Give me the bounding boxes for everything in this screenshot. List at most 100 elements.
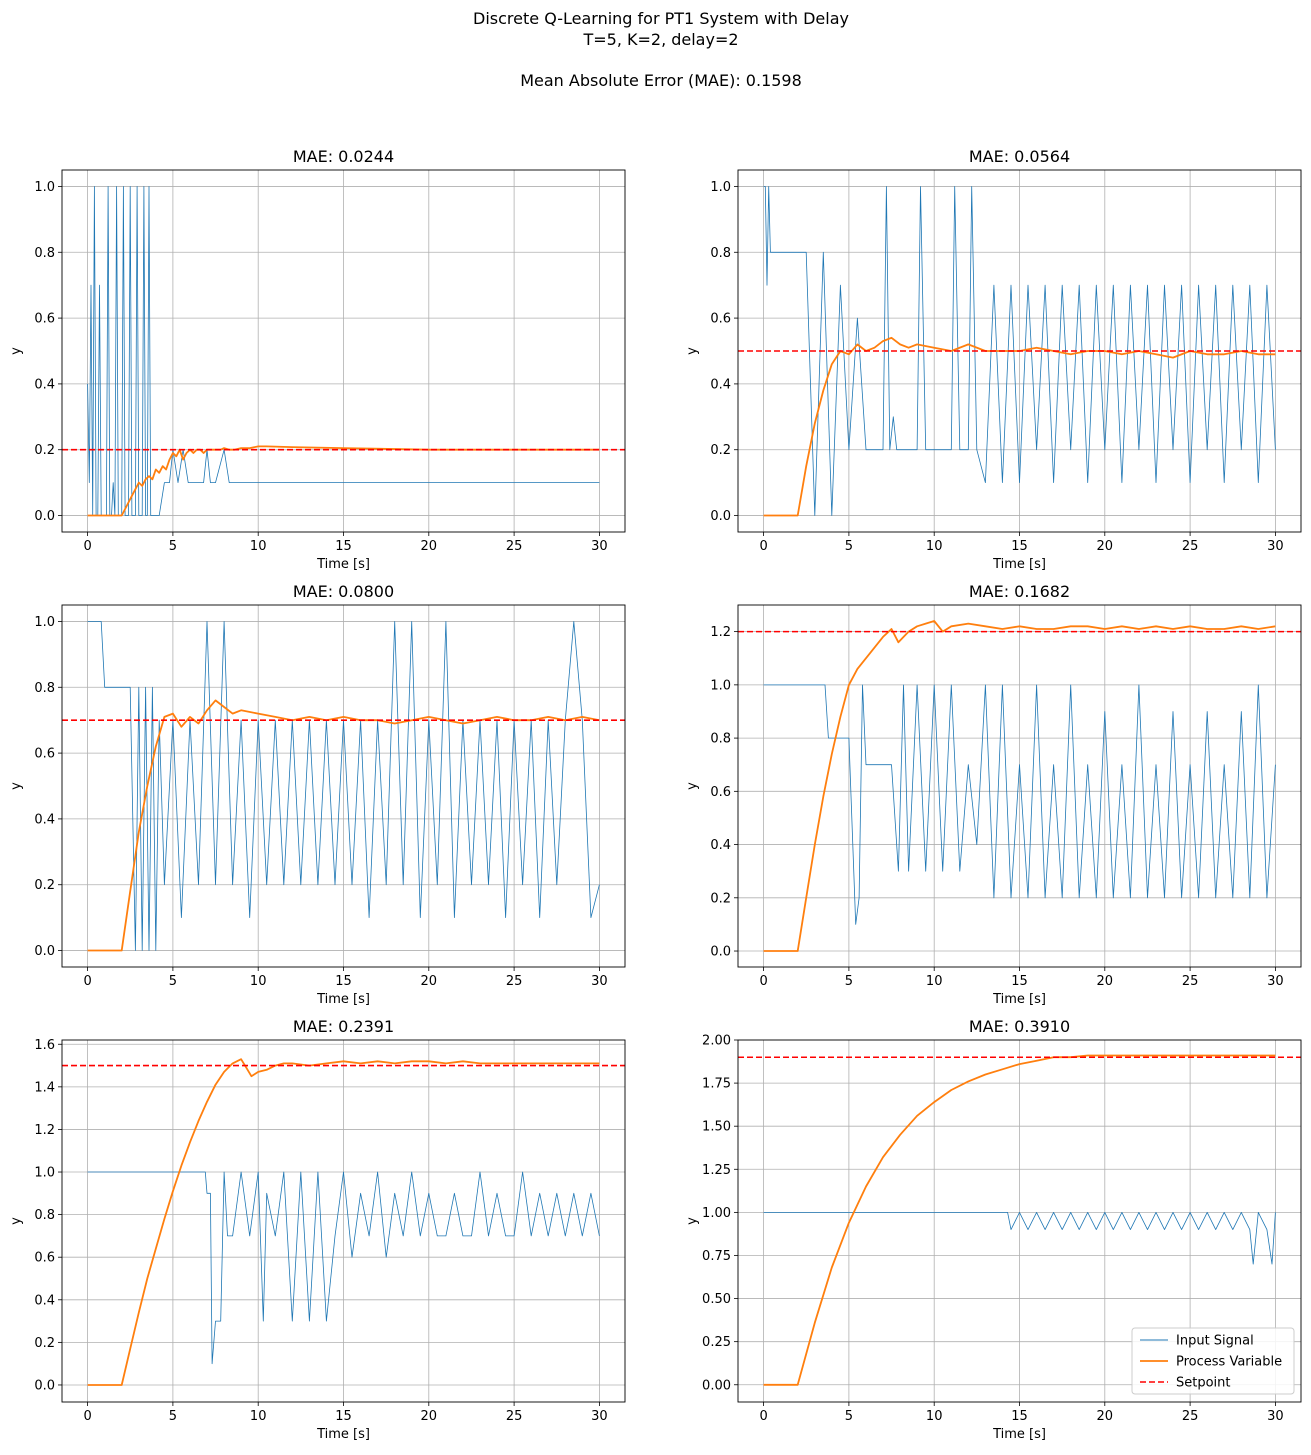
process-variable-line	[87, 1058, 600, 1386]
y-tick-label: 0.0	[34, 1378, 55, 1393]
y-tick-label: 0.2	[34, 1336, 55, 1351]
x-tick-label: 15	[1011, 974, 1028, 989]
input-signal-line	[763, 1212, 1276, 1265]
x-tick-label: 30	[1267, 539, 1284, 554]
axes-frame	[61, 169, 626, 533]
x-tick-label: 20	[1097, 1409, 1114, 1424]
y-tick-label: 1.2	[34, 1123, 55, 1138]
x-axis-label: Time [s]	[992, 1427, 1046, 1442]
y-tick-label: 0.8	[710, 732, 731, 747]
x-tick-label: 30	[1267, 974, 1284, 989]
y-tick-label: 0.2	[34, 443, 55, 458]
y-tick-label: 1.4	[34, 1080, 55, 1095]
x-tick-label: 15	[335, 1409, 352, 1424]
y-tick-label: 0.0	[34, 944, 55, 959]
x-tick-label: 20	[421, 1409, 438, 1424]
x-tick-label: 0	[759, 1409, 767, 1424]
y-tick-label: 0.4	[34, 377, 55, 392]
subplot-1: 0 5 10 15 20 25 30 0.0 0.2 0.4 0.6 0.8 1.0 MAE: 0.024…	[9, 147, 626, 572]
subplot-5: 0 5 10 15 20 25 30 0.0 0.2 0.4 0.6 0.8 1.0 1.2 1.4 1.6 M…	[9, 1017, 626, 1442]
process-variable-line	[87, 445, 600, 517]
axes-frame	[737, 604, 1302, 968]
x-tick-label: 15	[335, 539, 352, 554]
x-axis-label: Time [s]	[992, 992, 1046, 1007]
y-tick-label: 1.50	[702, 1120, 731, 1135]
legend: Input Signal Process Variable Setpoint	[1131, 1327, 1295, 1395]
y-tick-label: 0.4	[710, 377, 731, 392]
legend-box	[1131, 1327, 1295, 1395]
legend-entry: Process Variable	[1176, 1355, 1282, 1370]
y-tick-label: 1.0	[710, 678, 731, 693]
x-tick-label: 25	[1182, 539, 1199, 554]
subplot-grid: 0 5 10 15 20 25 30 0.0 0.2 0.4 0.6 0.8 1.0 MAE: 0.024…	[9, 147, 1302, 1442]
y-axis-label: y	[685, 347, 700, 355]
y-tick-label: 0.75	[702, 1249, 731, 1264]
y-tick-label: 1.2	[710, 625, 731, 640]
x-tick-label: 20	[1097, 539, 1114, 554]
x-axis-label: Time [s]	[316, 557, 370, 572]
y-tick-label: 0.4	[34, 1293, 55, 1308]
y-tick-label: 0.25	[702, 1335, 731, 1350]
x-tick-label: 10	[926, 539, 943, 554]
y-tick-label: 0.0	[710, 945, 731, 960]
axes-frame	[61, 604, 626, 968]
subplot-4: 0 5 10 15 20 25 30 0.0 0.2 0.4 0.6 0.8 1.0 1.2 MAE: 0.…	[685, 582, 1302, 1007]
x-tick-label: 10	[926, 974, 943, 989]
axes-frame	[737, 1039, 1302, 1403]
process-variable-line	[763, 336, 1276, 517]
suptitle-line-4: Mean Absolute Error (MAE): 0.1598	[520, 71, 802, 90]
x-tick-label: 15	[335, 974, 352, 989]
x-tick-label: 0	[83, 1409, 91, 1424]
input-signal-line	[763, 684, 1276, 925]
axes-frame	[737, 169, 1302, 533]
y-tick-label: 1.6	[34, 1038, 55, 1053]
axes-frame	[61, 1039, 626, 1403]
y-tick-label: 0.8	[34, 246, 55, 261]
y-tick-label: 0.8	[34, 1208, 55, 1223]
y-tick-label: 0.8	[34, 681, 55, 696]
subplot-title: MAE: 0.3910	[969, 1017, 1070, 1036]
x-tick-label: 15	[1011, 1409, 1028, 1424]
y-axis-label: y	[9, 1217, 24, 1225]
x-tick-label: 30	[591, 539, 608, 554]
x-tick-label: 0	[83, 974, 91, 989]
y-tick-label: 0.0	[710, 509, 731, 524]
y-tick-label: 0.6	[34, 1251, 55, 1266]
x-tick-label: 30	[1267, 1409, 1284, 1424]
x-tick-label: 30	[591, 974, 608, 989]
legend-entry: Input Signal	[1176, 1334, 1254, 1349]
x-tick-label: 0	[83, 539, 91, 554]
suptitle-line-1: Discrete Q-Learning for PT1 System with …	[473, 9, 849, 28]
y-axis-label: y	[685, 782, 700, 790]
y-axis-label: y	[685, 1217, 700, 1225]
y-axis-label: y	[9, 782, 24, 790]
x-tick-label: 25	[506, 1409, 523, 1424]
x-tick-label: 25	[1182, 974, 1199, 989]
input-signal-line	[763, 186, 1276, 516]
process-variable-line	[763, 1054, 1276, 1386]
x-tick-label: 5	[169, 1409, 177, 1424]
subplot-2: 0 5 10 15 20 25 30 0.0 0.2 0.4 0.6 0.8 1.0 MAE: 0.056…	[685, 147, 1302, 572]
x-tick-label: 20	[421, 539, 438, 554]
x-tick-label: 5	[845, 974, 853, 989]
y-tick-label: 1.0	[34, 180, 55, 195]
y-tick-label: 0.50	[702, 1292, 731, 1307]
y-tick-label: 1.00	[702, 1206, 731, 1221]
x-tick-label: 20	[1097, 974, 1114, 989]
subplot-title: MAE: 0.2391	[293, 1017, 394, 1036]
y-tick-label: 0.6	[34, 747, 55, 762]
subplot-title: MAE: 0.0244	[293, 147, 394, 166]
x-tick-label: 15	[1011, 539, 1028, 554]
input-signal-line	[87, 621, 600, 951]
y-axis-label: y	[9, 347, 24, 355]
y-tick-label: 0.4	[710, 838, 731, 853]
subplot-title: MAE: 0.0564	[969, 147, 1070, 166]
x-axis-label: Time [s]	[316, 1427, 370, 1442]
y-tick-label: 0.0	[34, 509, 55, 524]
process-variable-line	[763, 620, 1276, 952]
x-tick-label: 10	[926, 1409, 943, 1424]
x-tick-label: 25	[506, 539, 523, 554]
x-tick-label: 30	[591, 1409, 608, 1424]
y-tick-label: 2.00	[702, 1034, 731, 1049]
y-tick-label: 0.8	[710, 246, 731, 261]
